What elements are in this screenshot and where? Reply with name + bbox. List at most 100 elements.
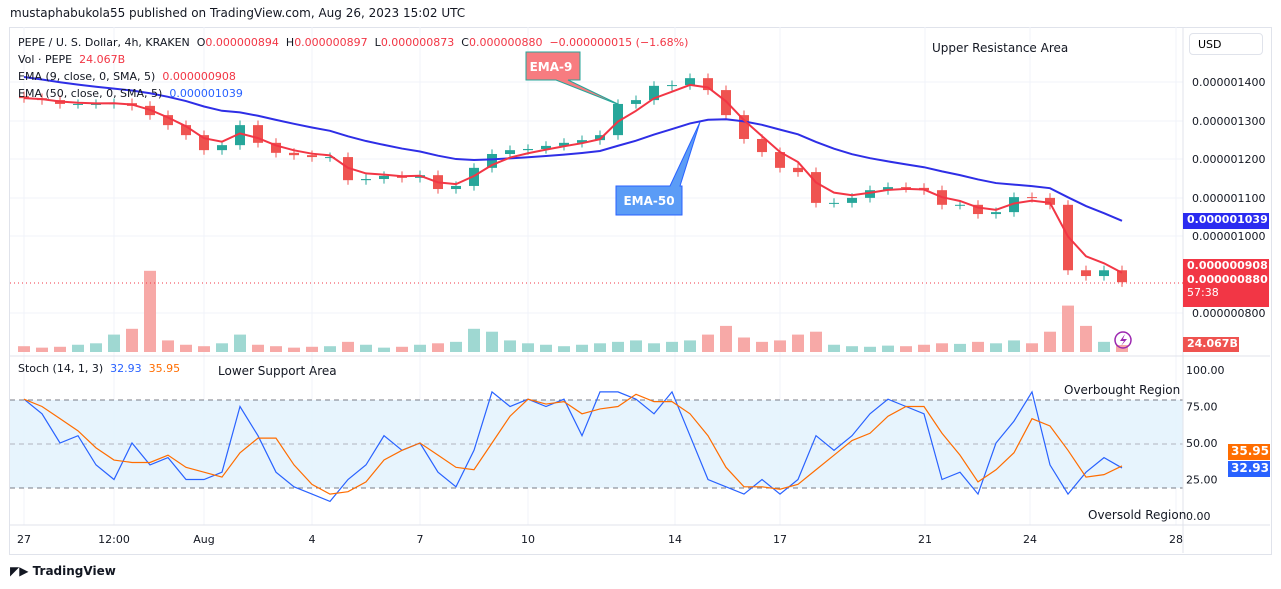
ema50-callout-text: EMA-50 [623,194,674,208]
change-value: −0.000000015 (−1.68%) [549,36,689,49]
volume-bar [1080,325,1092,352]
candle-body [271,142,281,153]
volume-bar [972,341,984,352]
volume-bar [1062,305,1074,352]
volume-bar [756,341,768,352]
low-label: L [374,36,381,49]
volume-bar [1008,340,1020,352]
candle-body [649,85,659,101]
volume-bar [234,334,246,352]
volume-bars [18,270,1128,352]
volume-bar [1044,331,1056,352]
candle-body [559,142,569,146]
volume-bar [396,346,408,352]
volume-bar [576,344,588,352]
candles [19,73,1127,287]
volume-bar [468,328,480,352]
stoch-tick-label: 75.00 [1186,401,1218,414]
time-tick-label: 28 [1169,533,1183,546]
candle-body [1117,270,1127,283]
volume-bar [108,334,120,352]
volume-bar [666,341,678,352]
stoch-k-value: 32.93 [110,362,142,375]
time-tick-label: 10 [521,533,535,546]
candle-body [757,138,767,153]
volume-bar [612,341,624,352]
candle-body [1081,270,1091,277]
ema9-callout-shape [525,51,623,107]
candle-body [487,153,497,168]
volume-bar [792,334,804,352]
time-tick-label: 14 [668,533,682,546]
stoch-tick-label: 0.00 [1186,510,1211,523]
volume-bar [342,341,354,352]
candle-body [451,185,461,190]
candle-body [595,135,605,141]
time-tick-label: 4 [309,533,316,546]
last-price-tag: 0.000000908 0.000000880 57:38 [1183,259,1269,307]
candle-body [829,202,839,204]
candle-body [883,187,893,191]
price-axis-ticks: 0.000001400 0.000001300 0.000001200 0.00000… [1192,76,1265,320]
candle-body [793,167,803,173]
candle-body [685,78,695,86]
candle-body [703,78,713,91]
stoch-tick-label: 50.00 [1186,437,1218,450]
volume-bar [360,344,372,352]
volume-bar [54,346,66,352]
time-tick-label: Aug [193,533,214,546]
currency-button[interactable]: USD [1189,33,1263,55]
candle-body [973,204,983,215]
volume-bar [810,331,822,352]
volume-bar [540,344,552,352]
candle-body [91,103,101,105]
open-value: 0.000000894 [205,36,279,49]
price-tick-label: 0.000001000 [1192,230,1265,243]
volume-bar [36,347,48,352]
open-label: O [196,36,206,49]
volume-bar [702,334,714,352]
ema50-line [23,75,1123,222]
ema50-price-tag: 0.000001039 [1183,213,1269,229]
ema50-label: EMA (50, close, 0, SMA, 5) [18,87,163,100]
candle-body [1009,197,1019,213]
volume-bar [828,344,840,352]
candle-body [847,197,857,203]
publisher-line: mustaphabukola55 published on TradingVie… [10,6,466,20]
candle-body [811,172,821,203]
tradingview-logo[interactable]: ◤▶ TradingView [10,564,116,578]
candle-body [1027,197,1037,199]
stoch-k-tag: 32.93 [1228,461,1270,477]
volume-bar [306,346,318,352]
volume-bar [198,346,210,352]
chart-frame[interactable] [9,27,1272,555]
candle-body [631,100,641,104]
candle-body [901,187,911,189]
volume-bar [504,340,516,352]
overbought-label: Overbought Region [1064,383,1180,397]
candle-body [325,157,335,159]
time-tick-label: 27 [17,533,31,546]
candle-body [73,103,83,105]
volume-label: Vol · PEPE [18,53,73,66]
candle-body [379,175,389,180]
candle-body [775,152,785,168]
volume-bar [1026,343,1038,352]
volume-bar [432,343,444,352]
oversold-label: Oversold Region [1088,508,1186,522]
volume-bar [288,347,300,352]
candle-body [613,103,623,136]
time-tick-label: 12:00 [98,533,130,546]
volume-bar [378,347,390,352]
price-tick-label: 0.000001200 [1192,153,1265,166]
price-tick-label: 0.000001100 [1192,192,1265,205]
price-tick-label: 0.000000800 [1192,307,1265,320]
volume-bar [774,340,786,352]
candle-body [253,125,263,143]
candle-body [865,190,875,198]
logo-icon: ◤▶ [10,564,29,578]
candle-body [505,150,515,154]
time-axis-ticks: 27 12:00 Aug 4 7 10 14 17 21 24 28 [17,533,1183,546]
volume-bar [450,341,462,352]
